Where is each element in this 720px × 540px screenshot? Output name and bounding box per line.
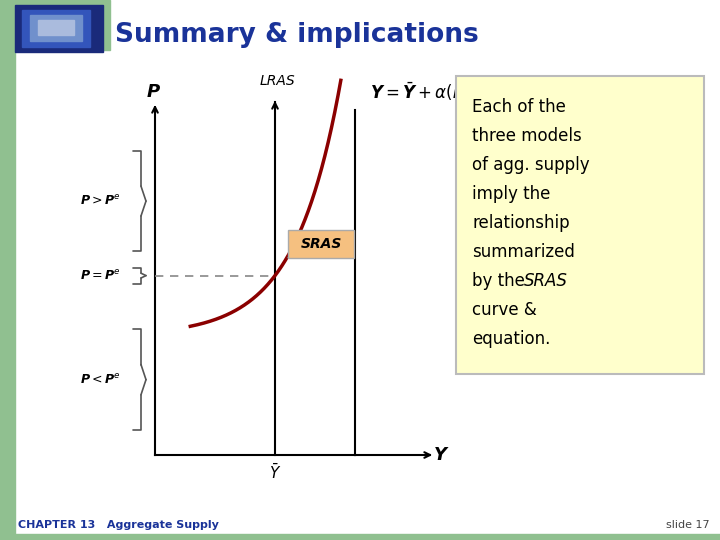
Text: LRAS: LRAS (259, 74, 294, 88)
Text: summarized: summarized (472, 243, 575, 261)
Bar (22, 10, 90, 47)
Text: CHAPTER 13   Aggregate Supply: CHAPTER 13 Aggregate Supply (18, 520, 219, 530)
Text: Summary & implications: Summary & implications (115, 22, 479, 48)
Text: relationship: relationship (472, 214, 570, 232)
Text: curve &: curve & (472, 301, 536, 319)
Bar (30, 15, 82, 41)
Text: by the: by the (472, 272, 530, 290)
Bar (0, 0, 15, 540)
Text: SRAS: SRAS (300, 237, 342, 251)
Bar (0, 534, 720, 540)
Text: $\boldsymbol{P} = \boldsymbol{P}^e$: $\boldsymbol{P} = \boldsymbol{P}^e$ (80, 268, 120, 282)
Text: Y: Y (433, 446, 446, 464)
Text: $\boldsymbol{P} < \boldsymbol{P}^e$: $\boldsymbol{P} < \boldsymbol{P}^e$ (80, 373, 120, 387)
FancyBboxPatch shape (456, 76, 704, 374)
Bar (38, 20, 74, 35)
Text: equation.: equation. (472, 330, 550, 348)
Text: P: P (146, 83, 160, 101)
Text: of agg. supply: of agg. supply (472, 156, 590, 174)
FancyBboxPatch shape (288, 230, 354, 258)
Text: Each of the: Each of the (472, 98, 566, 116)
Bar (15, 5, 103, 52)
Text: $\boldsymbol{P} > \boldsymbol{P}^e$: $\boldsymbol{P} > \boldsymbol{P}^e$ (80, 194, 120, 208)
Text: slide 17: slide 17 (667, 520, 710, 530)
Text: imply the: imply the (472, 185, 550, 203)
Text: $\bar{Y}$: $\bar{Y}$ (269, 463, 281, 482)
Bar (0, 0, 110, 50)
Text: $\boldsymbol{Y} = \bar{\boldsymbol{Y}} + \alpha(\boldsymbol{P} - \boldsymbol{P}^: $\boldsymbol{Y} = \bar{\boldsymbol{Y}} +… (370, 81, 512, 103)
Text: three models: three models (472, 127, 582, 145)
Text: SRAS: SRAS (524, 272, 568, 290)
